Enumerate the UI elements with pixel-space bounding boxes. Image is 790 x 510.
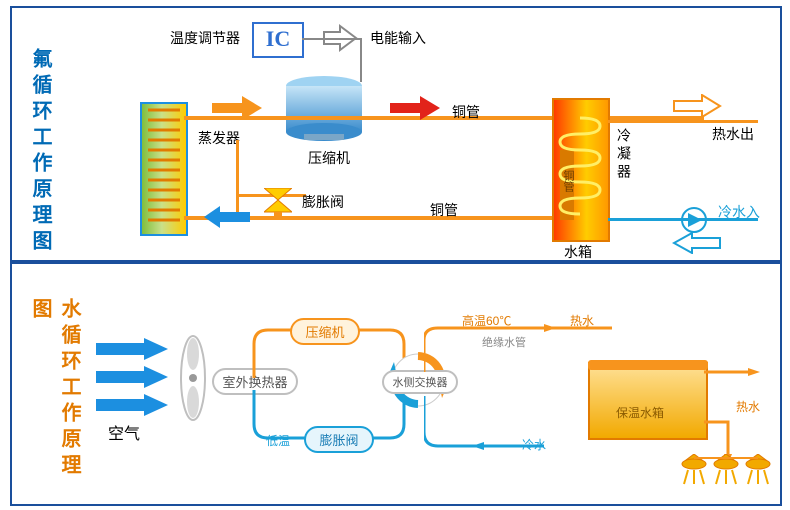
copper-in-tank-label: 铜管	[560, 170, 576, 192]
panel-fluorine-cycle: 氟循环工作原理图 IC 温度调节器 电能输入 蒸发器 压缩机	[10, 6, 782, 262]
arrow-hot-out	[672, 94, 722, 118]
air-label: 空气	[108, 420, 140, 444]
evaporator	[140, 102, 188, 236]
insulated-pipe-label: 绝缘水管	[482, 334, 526, 350]
arrow-red	[390, 96, 440, 120]
expansion-valve-icon	[264, 188, 292, 222]
arrow-orange	[212, 96, 262, 120]
cold-water-label: 冷水	[522, 436, 546, 453]
cold-water-in-label: 冷水入	[718, 202, 760, 222]
insulated-tank	[588, 362, 708, 440]
hot-water-label-1: 热水	[570, 312, 594, 329]
hot-water-label-2: 热水	[736, 398, 760, 415]
ic-box: IC	[252, 22, 304, 58]
hot-water-out-label: 热水出	[712, 124, 754, 144]
air-arrow-3	[96, 394, 168, 416]
compressor-label: 压缩机	[308, 148, 350, 168]
compressor-pill: 压缩机	[290, 318, 360, 345]
arrow-blue-return	[204, 206, 250, 228]
elec-input-label: 电能输入	[370, 28, 426, 48]
air-arrow-1	[96, 338, 168, 360]
pump-icon	[680, 206, 708, 234]
copper-pipe-top-label: 铜管	[452, 102, 480, 122]
compressor	[282, 74, 366, 144]
panel1-title: 氟循环工作原理图	[26, 48, 55, 256]
air-arrow-2	[96, 366, 168, 388]
condenser-label: 冷凝器	[614, 128, 634, 182]
tank-label: 水箱	[564, 242, 592, 262]
tank: 铜管	[552, 98, 610, 242]
panel-water-cycle: 水循环工作原理图 空气 室外换热器 压缩机 低温 膨胀阀 水侧交换器	[10, 262, 782, 506]
arrow-cold-in	[672, 232, 722, 254]
expansion-valve-label: 膨胀阀	[302, 192, 344, 212]
ic-line-h	[302, 38, 360, 40]
fan-icon	[178, 334, 208, 422]
low-temp-label: 低温	[266, 432, 290, 449]
panel2-title: 水循环工作原理图	[26, 298, 84, 504]
shower-icons	[676, 454, 772, 490]
evaporator-label: 蒸发器	[198, 128, 240, 148]
copper-pipe-bottom-label: 铜管	[430, 200, 458, 220]
temp-regulator-label: 温度调节器	[170, 28, 240, 48]
pipe-hot-out	[608, 120, 758, 123]
high-temp-label: 高温60℃	[462, 312, 511, 329]
insulated-tank-label: 保温水箱	[616, 404, 664, 421]
expansion-valve-pill: 膨胀阀	[304, 426, 374, 453]
